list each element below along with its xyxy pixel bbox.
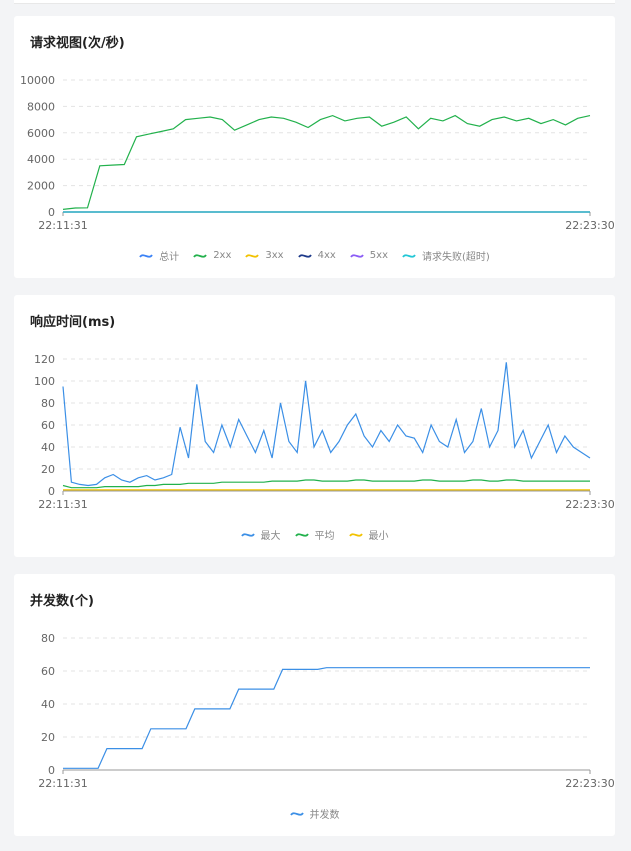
- concurrency-legend: 并发数: [14, 806, 615, 821]
- legend-label: 4xx: [317, 250, 336, 261]
- legend-line-icon: [193, 253, 207, 258]
- legend-line-icon: [348, 532, 363, 537]
- x-tick-end: 22:23:30: [565, 498, 614, 511]
- x-tick-start: 22:11:31: [38, 219, 87, 232]
- y-tick-label: 120: [34, 353, 55, 366]
- legend-line-icon: [402, 253, 416, 258]
- legend-label: 请求失败(超时): [422, 252, 490, 263]
- legend-item[interactable]: 3xx: [245, 248, 284, 263]
- response-chart: 0 20 40 60 80 100 120 22:11:31 22:23:30: [34, 353, 615, 511]
- y-tick-label: 80: [41, 632, 55, 645]
- series-line-并发数: [63, 667, 590, 769]
- legend-label: 3xx: [265, 250, 284, 261]
- y-tick-label: 0: [48, 764, 55, 777]
- legend-label: 5xx: [369, 250, 388, 261]
- series-line-平均: [62, 479, 590, 489]
- x-tick-start: 22:11:31: [38, 777, 87, 790]
- legend-line-icon: [245, 253, 260, 258]
- legend-label: 平均: [314, 531, 335, 542]
- legend-line-icon: [350, 253, 364, 258]
- chart-title-requests: 请求视图(次/秒): [30, 36, 125, 51]
- legend-label: 总计: [159, 252, 180, 263]
- legend-label: 最小: [368, 531, 389, 542]
- legend-line-icon: [289, 811, 304, 816]
- top-card-edge: [14, 0, 615, 4]
- series-line-2xx: [62, 114, 591, 210]
- x-tick-start: 22:11:31: [38, 498, 87, 511]
- legend-item[interactable]: 平均: [294, 527, 335, 542]
- legend-line-icon: [297, 253, 312, 258]
- requests-chart: 0 2000 4000 6000 8000 10000 22:11:31 22:23:30: [20, 74, 615, 232]
- legend-line-icon: [294, 532, 309, 537]
- legend-item[interactable]: 5xx: [350, 248, 388, 263]
- chart-title-concurrency: 并发数(个): [30, 594, 94, 609]
- legend-item[interactable]: 4xx: [297, 248, 336, 263]
- y-tick-label: 60: [41, 419, 55, 432]
- legend-label: 并发数: [309, 810, 340, 821]
- y-tick-label: 2000: [27, 180, 55, 193]
- concurrency-card: 并发数(个) 0 20 40 60 80 22:11:31 22:23:30 并发数: [14, 574, 615, 836]
- legend-item[interactable]: 请求失败(超时): [402, 248, 490, 263]
- y-tick-label: 40: [41, 698, 55, 711]
- legend-item[interactable]: 2xx: [193, 248, 231, 263]
- y-tick-label: 10000: [20, 74, 55, 87]
- y-tick-label: 0: [48, 206, 55, 219]
- legend-label: 2xx: [213, 250, 232, 261]
- requests-legend: 总计 2xx 3xx 4xx 5xx 请求失败(超时): [14, 248, 615, 263]
- y-tick-label: 8000: [27, 100, 55, 113]
- x-tick-end: 22:23:30: [565, 777, 614, 790]
- y-tick-label: 20: [41, 731, 55, 744]
- response-legend: 最大 平均 最小: [14, 527, 615, 542]
- y-tick-label: 100: [34, 375, 55, 388]
- y-tick-label: 80: [41, 397, 55, 410]
- y-tick-label: 0: [48, 485, 55, 498]
- concurrency-chart: 0 20 40 60 80 22:11:31 22:23:30: [38, 632, 614, 790]
- legend-item[interactable]: 最小: [348, 527, 389, 542]
- legend-label: 最大: [260, 531, 281, 542]
- chart-title-response: 响应时间(ms): [30, 315, 116, 330]
- legend-line-icon: [139, 253, 153, 258]
- series-line-最大: [62, 362, 591, 487]
- response-time-card: 响应时间(ms) 0 20 40 60 80 100 120 22:11:31 22:23:30…: [14, 295, 615, 557]
- legend-item[interactable]: 最大: [240, 527, 281, 542]
- legend-line-icon: [240, 532, 255, 537]
- y-tick-label: 60: [41, 665, 55, 678]
- x-tick-end: 22:23:30: [565, 219, 614, 232]
- y-tick-label: 4000: [27, 153, 55, 166]
- legend-item[interactable]: 总计: [139, 248, 179, 263]
- y-tick-label: 6000: [27, 127, 55, 140]
- request-view-card: 请求视图(次/秒) 0 2000 4000 6000 8000 10000 22:11:31…: [14, 16, 615, 278]
- legend-item[interactable]: 并发数: [289, 806, 340, 821]
- y-tick-label: 20: [41, 463, 55, 476]
- y-tick-label: 40: [41, 441, 55, 454]
